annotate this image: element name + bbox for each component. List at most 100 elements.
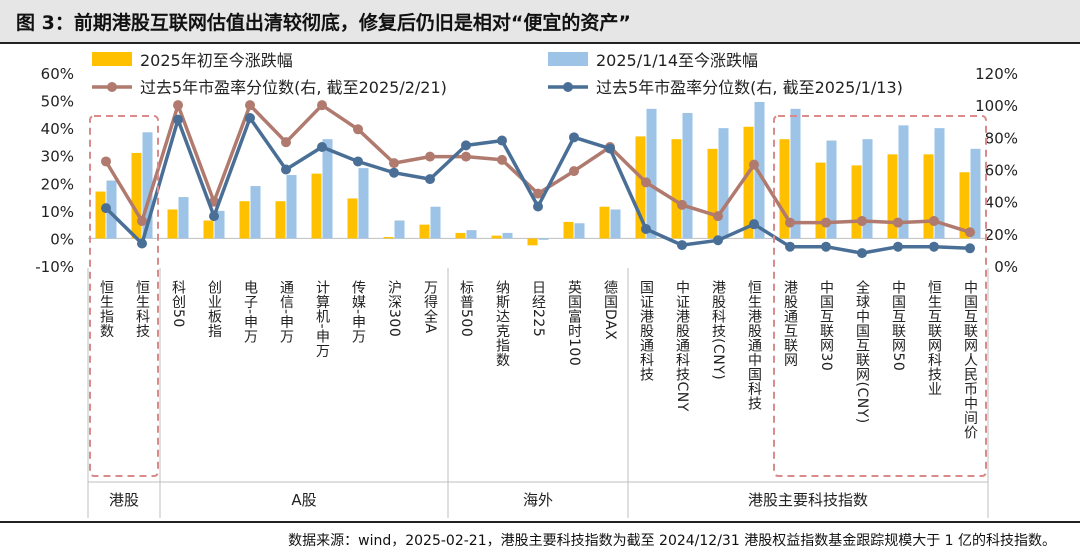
point-1-1	[137, 215, 147, 226]
left-tick-label: 50%	[41, 93, 74, 111]
source-note: 数据来源：wind，2025-02-21，港股主要科技指数为截至 2024/12…	[288, 533, 1056, 549]
bar-1-17	[707, 148, 718, 239]
bar-1-22	[887, 154, 898, 239]
point-2-6	[317, 141, 327, 152]
category-label: 计算机-申万	[314, 280, 330, 359]
point-1-3	[209, 196, 219, 207]
legend-marker	[563, 82, 573, 92]
category-label: 纳斯达克指数	[494, 280, 510, 367]
point-1-19	[785, 217, 795, 228]
point-1-21	[857, 215, 867, 226]
point-2-10	[461, 140, 471, 151]
point-2-8	[389, 167, 399, 178]
category-label: 港股科技(CNY)	[710, 280, 726, 380]
point-1-23	[929, 215, 939, 226]
point-2-11	[497, 135, 507, 146]
highlight-box	[89, 115, 159, 477]
bar-2-16	[682, 112, 693, 239]
bar-1-16	[671, 139, 682, 239]
point-2-19	[785, 241, 795, 252]
legend-marker	[107, 82, 117, 92]
left-tick-label: 20%	[41, 175, 74, 193]
point-2-4	[245, 113, 255, 124]
category-label: 英国富时100	[566, 279, 582, 366]
group-label: 港股主要科技指数	[748, 491, 868, 509]
point-1-9	[425, 151, 435, 162]
point-1-22	[893, 217, 903, 228]
category-label: 港股通互联网	[782, 280, 798, 368]
left-axis: -10% 0% 10% 20% 30% 40% 50% 60%	[35, 65, 74, 276]
point-2-13	[569, 132, 579, 143]
bar-2-21	[862, 139, 873, 239]
bar-1-7	[347, 198, 358, 239]
point-1-17	[713, 211, 723, 222]
category-labels: 恒生指数 恒生科技 科创50 创业板指 电子-申万 通信-申万 计算机-申万 传媒-申万 沪深3…	[98, 279, 978, 439]
left-tick-label: 60%	[41, 65, 74, 83]
right-tick-label: 100%	[975, 97, 1018, 115]
point-1-11	[497, 154, 507, 165]
highlight-boxes	[89, 115, 987, 477]
line-series-1	[104, 103, 971, 234]
bar-1-19	[779, 139, 790, 239]
bar-2-4	[250, 186, 261, 239]
right-tick-label: 60%	[985, 162, 1018, 180]
bar-2-23	[934, 128, 945, 239]
bar-1-15	[635, 136, 646, 239]
lines	[101, 100, 975, 259]
left-tick-label: -10%	[35, 258, 74, 276]
footer-rule	[0, 521, 1080, 523]
category-label: 中国互联网人民币中间价	[962, 280, 978, 440]
point-1-0	[101, 156, 111, 167]
point-2-5	[281, 164, 291, 175]
bar-1-1	[131, 152, 142, 239]
point-1-10	[461, 151, 471, 162]
bar-2-20	[826, 140, 837, 239]
category-label: 电子-申万	[242, 280, 258, 344]
point-2-2	[173, 114, 183, 125]
category-label: 科创50	[170, 280, 186, 328]
point-1-7	[353, 124, 363, 135]
point-1-2	[173, 100, 183, 111]
legend-label: 过去5年市盈率分位数(右, 截至2025/1/13)	[596, 78, 903, 97]
bar-1-12	[527, 238, 538, 246]
bar-2-18	[754, 101, 765, 239]
bar-2-9	[430, 206, 441, 239]
category-label: 中证港股通科技CNY	[674, 280, 690, 412]
group-label: 港股	[109, 491, 139, 509]
category-label: 传媒-申万	[350, 280, 366, 344]
bar-1-8	[383, 237, 394, 239]
bar-2-5	[286, 175, 297, 239]
bar-2-15	[646, 108, 657, 239]
bar-2-10	[466, 230, 477, 239]
bar-2-19	[790, 108, 801, 239]
legend-label: 2025年初至今涨跌幅	[140, 51, 293, 70]
right-axis: 0% 20% 40% 60% 80% 100% 120%	[975, 65, 1018, 276]
right-tick-label: 80%	[985, 129, 1018, 147]
legend-swatch	[92, 52, 132, 66]
bar-2-12	[538, 238, 549, 240]
point-1-16	[677, 199, 687, 210]
bar-2-24	[970, 148, 981, 239]
point-1-6	[317, 100, 327, 111]
title-bar: 图 3：前期港股互联网估值出清较彻底，修复后仍旧是相对“便宜的资产”	[0, 0, 1080, 44]
bar-2-1	[142, 132, 153, 239]
bar-1-6	[311, 173, 322, 239]
bar-1-5	[275, 201, 286, 239]
legend-swatch	[548, 52, 588, 66]
right-tick-label: 40%	[985, 194, 1018, 212]
point-1-4	[245, 100, 255, 111]
category-label: 中国互联网30	[818, 280, 834, 371]
point-2-17	[713, 235, 723, 246]
category-label: 中国互联网50	[890, 280, 906, 371]
point-2-0	[101, 203, 111, 214]
bar-1-10	[455, 232, 466, 239]
category-label: 德国DAX	[602, 280, 618, 340]
bar-1-18	[743, 126, 754, 239]
category-label: 全球中国互联网(CNY)	[854, 279, 870, 423]
point-2-22	[893, 241, 903, 252]
right-tick-label: 20%	[985, 226, 1018, 244]
point-2-18	[749, 219, 759, 230]
